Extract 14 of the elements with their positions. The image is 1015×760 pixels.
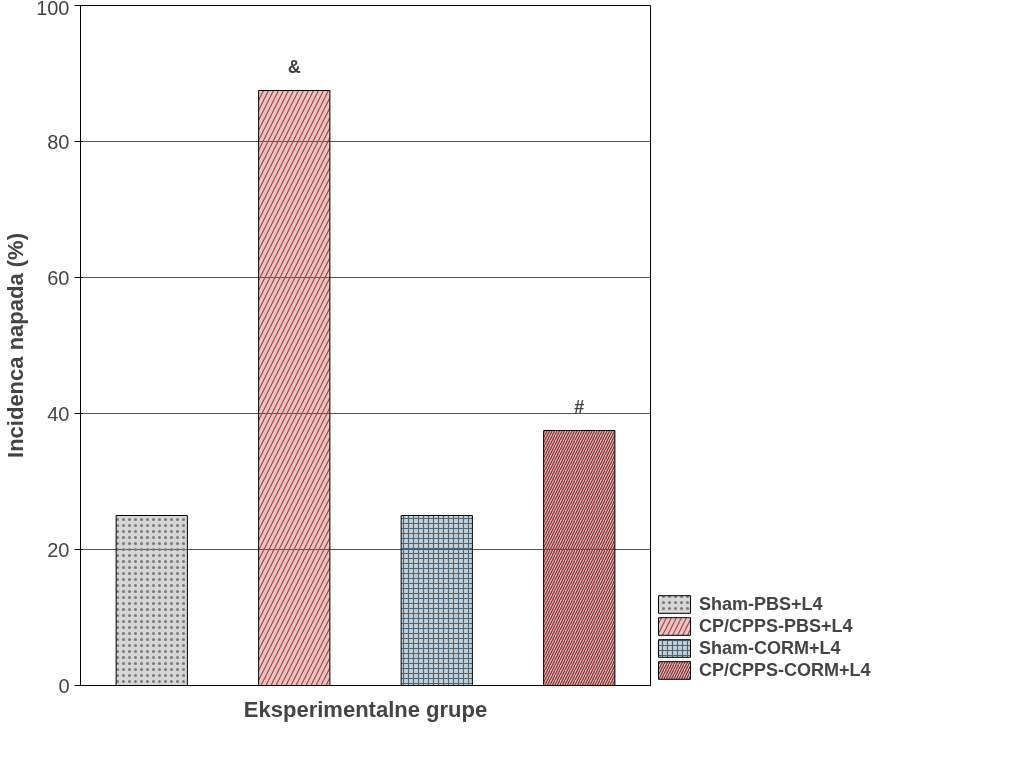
y-tick-label: 40 [47,402,70,425]
y-axis-title: Incidenca napada (%) [3,233,29,458]
x-axis-title: Eksperimentalne grupe [243,696,488,722]
annotation: # [574,396,585,417]
annotation: & [287,56,301,77]
y-tick-label: 0 [58,674,70,697]
legend-label: Sham-CORM+L4 [699,637,841,659]
y-tick-label: 60 [47,266,70,289]
legend-label: CP/CPPS-CORM+L4 [699,659,871,681]
legend-label: CP/CPPS-PBS+L4 [699,615,853,637]
y-tick-label: 20 [47,538,70,561]
legend-label: Sham-PBS+L4 [699,593,823,615]
y-tick-label: 80 [47,130,70,153]
y-tick-label: 100 [36,0,70,19]
